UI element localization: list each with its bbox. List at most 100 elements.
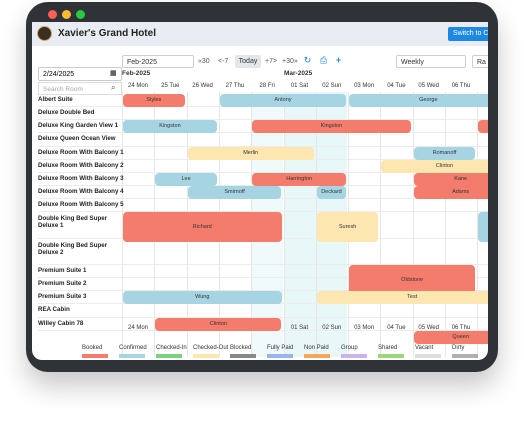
room-label: Premium Suite 1 bbox=[38, 266, 87, 274]
room-label: Deluxe Room With Balcony 3 bbox=[38, 174, 124, 182]
day-header: 25 Tue bbox=[161, 83, 180, 89]
room-label: Deluxe Room With Balcony 2 bbox=[38, 161, 124, 169]
grid-column-line bbox=[122, 92, 123, 357]
room-label: Deluxe Queen Ocean View bbox=[38, 135, 116, 143]
booking-bar[interactable]: Deckard bbox=[316, 186, 347, 200]
view-select[interactable]: Weekly bbox=[396, 55, 466, 68]
switch-button[interactable]: Switch to C bbox=[448, 27, 488, 41]
legend-swatch bbox=[119, 354, 145, 358]
grid-row-line bbox=[38, 171, 488, 173]
day-footer: 06 Thu bbox=[451, 325, 471, 331]
booking-bar[interactable]: Richard bbox=[123, 212, 282, 243]
legend-swatch bbox=[156, 354, 182, 358]
legend-swatch bbox=[230, 354, 256, 358]
booking-bar[interactable]: Clinton bbox=[155, 317, 282, 331]
room-label: REA Cabin bbox=[38, 306, 70, 314]
day-header: 27 Thu bbox=[225, 83, 245, 89]
room-label: Premium Suite 2 bbox=[38, 280, 87, 288]
room-label: Deluxe Room With Balcony 4 bbox=[38, 188, 124, 196]
room-label: Deluxe Room With Balcony 1 bbox=[38, 148, 124, 156]
day-footer: 02 Sun bbox=[322, 325, 342, 331]
booking-bar[interactable]: Styles bbox=[123, 94, 185, 107]
booking-bar[interactable]: Adams bbox=[413, 186, 488, 200]
room-label: Deluxe Double Bed bbox=[38, 109, 95, 117]
booking-bar[interactable]: Romanoff bbox=[413, 146, 476, 160]
booking-bar[interactable]: Lee bbox=[155, 172, 217, 186]
app-screen: Xavier's Grand Hotel Switch to C Feb-202… bbox=[32, 22, 488, 360]
month-select-value: Feb-2025 bbox=[127, 59, 157, 66]
legend-swatch bbox=[304, 354, 330, 358]
month-label-feb: Feb-2025 bbox=[122, 70, 151, 77]
grid-column-line bbox=[412, 92, 414, 357]
booking-bar[interactable]: Clinton bbox=[381, 159, 488, 173]
room-label: Double King Bed Super Deluxe 1 bbox=[38, 215, 108, 230]
booking-bar[interactable]: Smirnoff bbox=[187, 186, 282, 200]
legend-swatch bbox=[82, 354, 108, 358]
day-footer: 03 Mon bbox=[354, 325, 375, 331]
legend-swatch bbox=[193, 354, 219, 358]
hotel-logo-icon bbox=[37, 26, 52, 41]
legend-label: Group bbox=[341, 345, 358, 351]
legend-label: Checked-Out bbox=[193, 345, 229, 351]
search-input[interactable]: Search Room bbox=[38, 82, 122, 95]
back-7-button[interactable]: <-7 bbox=[218, 58, 229, 65]
view-select-value: Weekly bbox=[401, 59, 424, 66]
month-select[interactable]: Feb-2025 bbox=[122, 55, 194, 68]
booking-bar[interactable]: Harrington bbox=[252, 172, 347, 186]
booking-bar[interactable]: Antony bbox=[219, 94, 347, 107]
booking-bar[interactable]: Merlin bbox=[187, 146, 314, 160]
refresh-icon[interactable]: ↻ bbox=[303, 55, 312, 65]
app-header: Xavier's Grand Hotel Switch to C bbox=[32, 22, 488, 46]
booking-bar[interactable]: Suresh bbox=[316, 212, 379, 243]
room-label: Premium Suite 3 bbox=[38, 293, 87, 301]
day-header: 03 Mon bbox=[354, 83, 375, 89]
legend-label: Dirty bbox=[452, 345, 465, 351]
calendar-icon[interactable]: ▦ bbox=[110, 70, 117, 77]
room-label: Double King Bed Super Deluxe 2 bbox=[38, 241, 108, 256]
legend-label: Checked-In bbox=[156, 345, 187, 351]
extra-select[interactable]: Ra bbox=[472, 55, 488, 68]
day-footer: 04 Tue bbox=[387, 325, 406, 331]
day-header: 26 Wed bbox=[192, 83, 213, 89]
booking-bar[interactable]: Queen bbox=[413, 330, 488, 344]
grid-row-line bbox=[38, 211, 488, 213]
room-label: Deluxe Room With Balcony 5 bbox=[38, 201, 124, 209]
day-header: 28 Fri bbox=[259, 83, 275, 89]
hotel-name: Xavier's Grand Hotel bbox=[58, 28, 156, 39]
print-icon[interactable]: ⎙ bbox=[319, 55, 328, 65]
day-footer: 24 Mon bbox=[127, 325, 148, 331]
legend-label: Non Paid bbox=[304, 345, 329, 351]
booking-bar[interactable] bbox=[478, 212, 488, 243]
booking-bar[interactable]: Oldstone bbox=[349, 264, 476, 295]
search-icon[interactable]: ⌕ bbox=[111, 83, 116, 92]
forward-30-button[interactable]: +30» bbox=[282, 58, 298, 65]
legend-label: Blocked bbox=[230, 345, 252, 351]
add-icon[interactable]: + bbox=[335, 55, 342, 65]
booking-bar[interactable]: Kingston bbox=[252, 120, 411, 134]
grid-row-line bbox=[38, 263, 488, 265]
room-label: Willey Cabin 78 bbox=[38, 319, 84, 327]
day-footer: 01 Sat bbox=[290, 325, 309, 331]
booking-bar[interactable]: Kingston bbox=[123, 120, 217, 134]
grid-row-line bbox=[38, 145, 488, 147]
booking-bar[interactable] bbox=[478, 120, 488, 134]
day-header: 02 Sun bbox=[322, 83, 342, 89]
minimize-dot[interactable] bbox=[62, 10, 71, 19]
booking-bar[interactable]: George bbox=[349, 94, 488, 107]
day-header: 04 Tue bbox=[387, 83, 406, 89]
legend-label: Booked bbox=[82, 345, 103, 351]
forward-7-button[interactable]: +7> bbox=[265, 58, 278, 65]
legend-label: Fully Paid bbox=[267, 345, 294, 351]
close-dot[interactable] bbox=[48, 10, 57, 19]
booking-bar[interactable]: Kane bbox=[413, 172, 488, 186]
legend-label: Shared bbox=[378, 345, 398, 351]
extra-select-value: Ra bbox=[477, 59, 486, 66]
date-picker[interactable]: 2/24/2025 bbox=[38, 67, 122, 81]
maximize-dot[interactable] bbox=[76, 10, 85, 19]
today-button[interactable]: Today bbox=[235, 55, 261, 68]
grid-column-line bbox=[380, 92, 382, 357]
booking-bar[interactable]: Test bbox=[316, 291, 488, 305]
day-footer: 05 Wed bbox=[418, 325, 439, 331]
back-30-button[interactable]: «30 bbox=[198, 58, 210, 65]
booking-bar[interactable]: Wung bbox=[123, 291, 282, 305]
